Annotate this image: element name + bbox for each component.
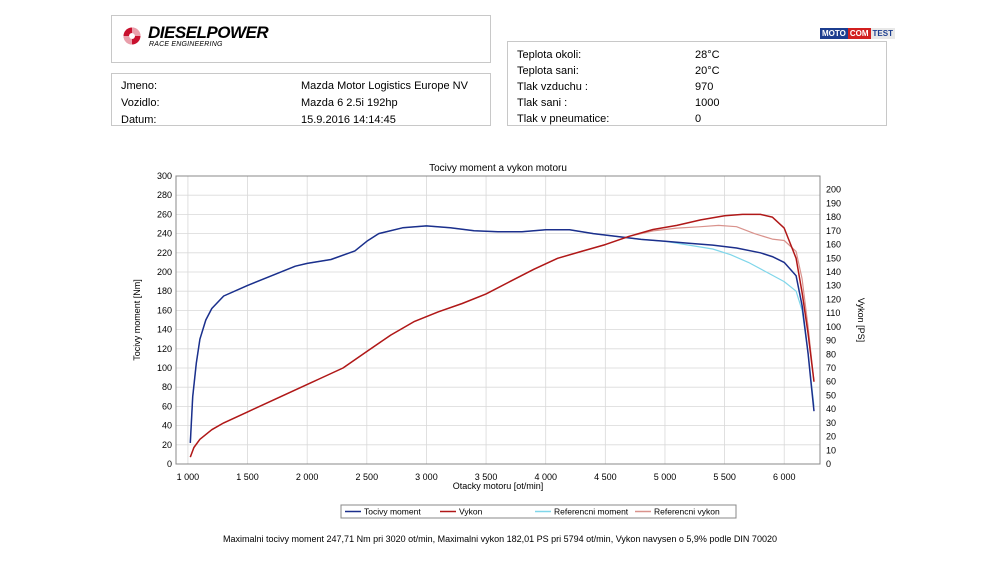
y-right-tick-label: 130: [826, 281, 841, 291]
y-left-tick-label: 200: [157, 267, 172, 277]
x-tick-label: 5 000: [654, 472, 677, 482]
x-tick-label: 4 500: [594, 472, 617, 482]
cond-label-tire-pressure: Tlak v pneumatice:: [517, 113, 610, 125]
y-right-tick-label: 180: [826, 212, 841, 222]
y-left-tick-label: 20: [162, 440, 172, 450]
y-right-tick-label: 10: [826, 445, 836, 455]
x-tick-label: 1 500: [236, 472, 259, 482]
y-axis-left-label: Tocivy moment [Nm]: [132, 279, 142, 361]
y-right-tick-label: 110: [826, 308, 840, 318]
brand-logo-subtitle: RACE ENGINEERING: [149, 41, 223, 48]
y-right-tick-label: 200: [826, 185, 841, 195]
y-right-tick-label: 80: [826, 349, 836, 359]
y-right-tick-label: 170: [826, 226, 841, 236]
series-line-vykon: [189, 213, 815, 458]
series-line-referencni-moment: [189, 225, 815, 443]
cond-label-air-pressure: Tlak vzduchu :: [517, 81, 588, 93]
cond-label-intake-temp: Teplota sani:: [517, 65, 579, 77]
y-left-tick-label: 80: [162, 382, 172, 392]
y-right-tick-label: 70: [826, 363, 836, 373]
cond-value-intake-pressure: 1000: [695, 97, 720, 109]
x-tick-label: 2 000: [296, 472, 319, 482]
x-tick-label: 5 500: [713, 472, 736, 482]
x-tick-label: 2 500: [356, 472, 379, 482]
y-left-tick-label: 0: [167, 459, 172, 469]
y-left-tick-label: 120: [157, 344, 172, 354]
chart-series: [189, 213, 815, 458]
y-right-tick-label: 60: [826, 377, 836, 387]
vehicle-value-name: Mazda Motor Logistics Europe NV: [301, 80, 468, 92]
y-left-tick-label: 300: [157, 171, 172, 181]
vehicle-info-panel: Jmeno: Mazda Motor Logistics Europe NV V…: [111, 73, 491, 126]
y-left-tick-label: 240: [157, 229, 172, 239]
vehicle-value-car: Mazda 6 2.5i 192hp: [301, 97, 398, 109]
y-right-tick-label: 190: [826, 198, 841, 208]
cond-value-tire-pressure: 0: [695, 113, 702, 125]
chart-legend: Tocivy moment Vykon Referencni moment Refer…: [340, 504, 737, 519]
cond-value-air-pressure: 970: [695, 81, 714, 93]
vehicle-label-car: Vozidlo:: [121, 97, 160, 109]
vehicle-value-date: 15.9.2016 14:14:45: [301, 114, 396, 126]
y-left-tick-label: 40: [162, 421, 172, 431]
y-left-tick-label: 280: [157, 190, 172, 200]
conditions-panel: Teplota okoli: 28°C Teplota sani: 20°C T…: [507, 41, 887, 126]
brand-logo-text: DIESELPOWER: [148, 23, 269, 42]
y-left-tick-label: 220: [157, 248, 172, 258]
y-left-tick-label: 260: [157, 209, 172, 219]
y-left-tick-label: 160: [157, 305, 172, 315]
y-right-tick-label: 90: [826, 336, 836, 346]
y-axis-right-label: Vykon [PS]: [856, 298, 866, 342]
cond-label-ambient-temp: Teplota okoli:: [517, 49, 582, 61]
badge-part-moto: MOTO: [820, 28, 848, 39]
y-right-tick-label: 50: [826, 390, 836, 400]
chart-title: Tocivy moment a vykon motoru: [429, 163, 567, 174]
y-left-tick-label: 180: [157, 286, 172, 296]
y-right-tick-label: 150: [826, 253, 841, 263]
logo-panel: DIESELPOWER RACE ENGINEERING: [111, 15, 491, 63]
x-tick-label: 3 500: [475, 472, 498, 482]
chart-ticks: 0204060801001201401601802002202402602803…: [157, 171, 841, 482]
x-tick-label: 3 000: [415, 472, 438, 482]
y-left-tick-label: 100: [157, 363, 172, 373]
legend-label: Referencni moment: [554, 507, 629, 517]
series-line-referencni-vykon: [189, 224, 815, 458]
cond-value-intake-temp: 20°C: [695, 65, 720, 77]
badge-part-test: TEST: [870, 28, 895, 39]
y-right-tick-label: 20: [826, 432, 836, 442]
dyno-chart: Tocivy moment a vykon motoru 0 20 40 60 80 10…: [132, 163, 866, 519]
motocomtest-badge: MOTO COM TEST: [820, 28, 895, 39]
y-left-tick-label: 60: [162, 401, 172, 411]
x-axis-label: Otacky motoru [ot/min]: [453, 481, 544, 491]
vehicle-label-name: Jmeno:: [121, 80, 158, 92]
y-right-tick-label: 0: [826, 459, 831, 469]
summary-footer: Maximalni tocivy moment 247,71 Nm pri 30…: [223, 534, 777, 544]
y-right-tick-label: 100: [826, 322, 841, 332]
y-right-tick-label: 30: [826, 418, 836, 428]
plot-frame: [175, 175, 821, 465]
legend-label: Vykon: [459, 507, 483, 517]
x-tick-label: 1 000: [177, 472, 200, 482]
turbo-logo-icon: [123, 27, 141, 45]
vehicle-label-date: Datum:: [121, 114, 157, 126]
series-line-tocivy-moment: [189, 225, 815, 443]
y-right-tick-label: 140: [826, 267, 841, 277]
cond-value-ambient-temp: 28°C: [695, 49, 720, 61]
chart-grid: [176, 175, 820, 465]
x-tick-label: 6 000: [773, 472, 796, 482]
cond-label-intake-pressure: Tlak sani :: [517, 97, 568, 109]
badge-part-com: COM: [847, 28, 871, 39]
y-right-tick-label: 160: [826, 240, 841, 250]
legend-label: Tocivy moment: [364, 507, 421, 517]
y-left-tick-label: 140: [157, 325, 172, 335]
y-right-tick-label: 120: [826, 294, 841, 304]
legend-label: Referencni vykon: [654, 507, 720, 517]
y-right-tick-label: 40: [826, 404, 836, 414]
x-tick-label: 4 000: [534, 472, 557, 482]
